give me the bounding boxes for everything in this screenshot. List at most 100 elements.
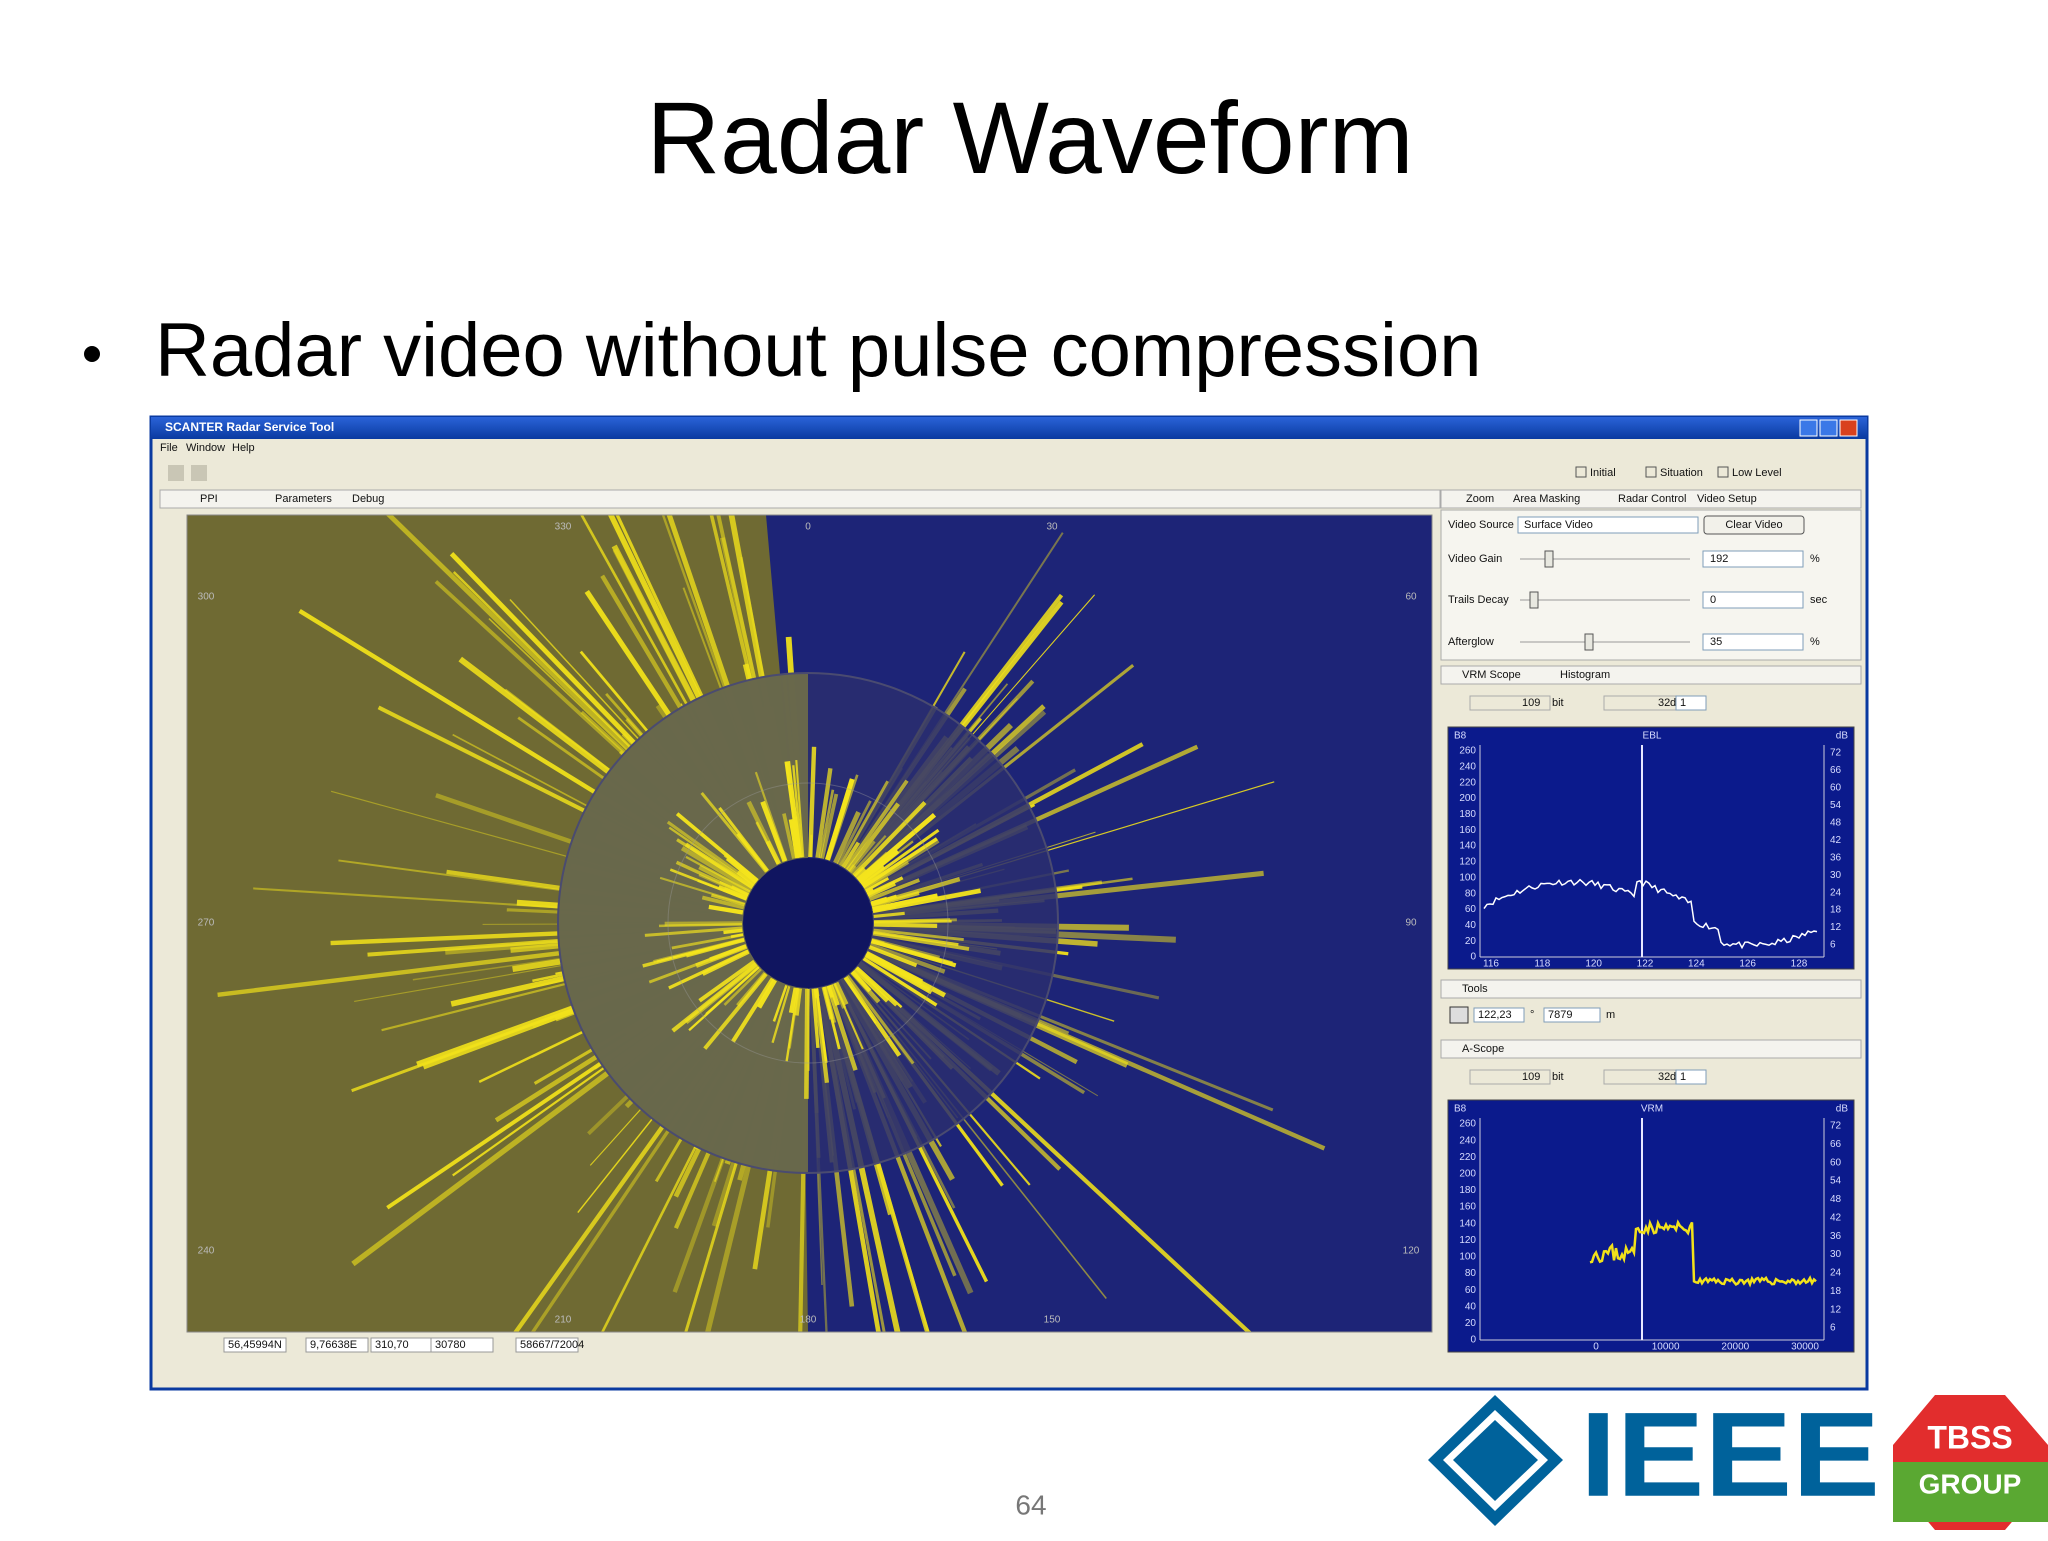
view-tab[interactable]: Tools: [1462, 983, 1488, 995]
y-tick-label: 0: [1470, 1335, 1476, 1346]
title-bar: [151, 417, 1867, 439]
plot-title: EBL: [1643, 731, 1662, 742]
view-tab[interactable]: Radar Control: [1618, 493, 1686, 505]
view-tab[interactable]: Video Setup: [1697, 493, 1757, 505]
y-tick-label: 260: [1459, 1119, 1476, 1130]
y2-tick-label: 72: [1830, 748, 1842, 759]
bearing-label: 240: [198, 1246, 215, 1257]
y2-tick-label: 66: [1830, 765, 1842, 776]
y2-tick-label: 60: [1830, 783, 1842, 794]
field-value: 35: [1710, 636, 1722, 648]
x-tick-label: 128: [1791, 959, 1808, 970]
radar-echo: [815, 989, 816, 998]
field-value: 192: [1710, 553, 1728, 565]
y-tick-label: 180: [1459, 809, 1476, 820]
x-tick-label: 122: [1637, 959, 1654, 970]
close-button[interactable]: [1840, 420, 1857, 436]
y-tick-label: 240: [1459, 761, 1476, 772]
y-tick-label: 180: [1459, 1185, 1476, 1196]
bearing-label: 120: [1403, 1246, 1420, 1257]
view-tab[interactable]: Parameters: [275, 493, 332, 505]
view-tab[interactable]: VRM Scope: [1462, 669, 1521, 681]
bearing-label: 330: [555, 522, 572, 533]
y2-tick-label: 48: [1830, 1194, 1842, 1205]
y-tick-label: 100: [1459, 872, 1476, 883]
field-value: 32: [1658, 697, 1670, 709]
toolbar-button[interactable]: [191, 465, 207, 481]
radar-echo: [874, 924, 937, 925]
ieee-logo: IEEE: [1428, 1388, 1880, 1526]
axis-unit: B8: [1454, 1104, 1467, 1115]
field-label: Afterglow: [1448, 636, 1494, 648]
field-unit: %: [1810, 553, 1820, 565]
status-value: 58667/72004: [520, 1339, 584, 1351]
tool-icon[interactable]: [1450, 1007, 1468, 1023]
y-tick-label: 160: [1459, 825, 1476, 836]
field-unit: sec: [1810, 594, 1828, 606]
bearing-label: 270: [198, 918, 215, 929]
perspective-button[interactable]: Initial: [1590, 467, 1616, 479]
y-tick-label: 160: [1459, 1202, 1476, 1213]
x-tick-label: 126: [1739, 959, 1756, 970]
axis-unit: B8: [1454, 731, 1467, 742]
menu-item[interactable]: Window: [186, 442, 225, 454]
toolbar-button[interactable]: [168, 465, 184, 481]
perspective-button[interactable]: Low Level: [1732, 467, 1782, 479]
field-value: 1: [1680, 697, 1686, 709]
y2-tick-label: 72: [1830, 1121, 1842, 1132]
y2-tick-label: 66: [1830, 1139, 1842, 1150]
perspective-button[interactable]: Situation: [1660, 467, 1703, 479]
y2-tick-label: 6: [1830, 1323, 1836, 1334]
bearing-label: 210: [555, 1315, 572, 1326]
tbss-logo: TBSS GROUP: [1893, 1395, 2048, 1530]
y-tick-label: 20: [1465, 936, 1477, 947]
y2-tick-label: 36: [1830, 1231, 1842, 1242]
bearing-label: 180: [800, 1315, 817, 1326]
slider-thumb[interactable]: [1585, 634, 1593, 650]
y-tick-label: 120: [1459, 857, 1476, 868]
status-value: 9,76638E: [310, 1339, 357, 1351]
view-tab[interactable]: Histogram: [1560, 669, 1610, 681]
y-tick-label: 40: [1465, 920, 1477, 931]
x-tick-label: 0: [1593, 1342, 1599, 1353]
view-tab[interactable]: Debug: [352, 493, 384, 505]
y-tick-label: 120: [1459, 1235, 1476, 1246]
x-tick-label: 20000: [1721, 1342, 1749, 1353]
bearing-label: 150: [1044, 1315, 1061, 1326]
slider-thumb[interactable]: [1545, 551, 1553, 567]
bullet-text: Radar video without pulse compression: [155, 308, 1481, 393]
minimize-button[interactable]: [1800, 420, 1817, 436]
maximize-button[interactable]: [1820, 420, 1837, 436]
field-unit: %: [1810, 636, 1820, 648]
x-tick-label: 30000: [1791, 1342, 1819, 1353]
radar-echo: [659, 924, 742, 926]
view-tab[interactable]: Area Masking: [1513, 493, 1580, 505]
view-tab[interactable]: Zoom: [1466, 493, 1494, 505]
button-label: Clear Video: [1725, 519, 1782, 531]
field-value: 32: [1658, 1071, 1670, 1083]
y2-tick-label: 24: [1830, 887, 1842, 898]
y2-tick-label: 60: [1830, 1157, 1842, 1168]
y2-tick-label: 18: [1830, 1286, 1842, 1297]
y-tick-label: 40: [1465, 1301, 1477, 1312]
field-value: 109: [1522, 697, 1540, 709]
status-value: 310,70: [375, 1339, 409, 1351]
view-tab[interactable]: PPI: [200, 493, 218, 505]
scope-plot: [1448, 727, 1854, 969]
axis-unit: dB: [1836, 731, 1849, 742]
y-tick-label: 140: [1459, 1218, 1476, 1229]
x-tick-label: 120: [1585, 959, 1602, 970]
menu-item[interactable]: Help: [232, 442, 255, 454]
slide-title: Radar Waveform: [646, 81, 1413, 195]
field-label: Video Source: [1448, 519, 1514, 531]
text-field[interactable]: [1703, 592, 1803, 608]
bearing-label: 0: [805, 522, 811, 533]
menu-item[interactable]: File: [160, 442, 178, 454]
field-unit: m: [1606, 1009, 1615, 1021]
slider-thumb[interactable]: [1530, 592, 1538, 608]
field-unit: °: [1530, 1009, 1534, 1021]
field-label: Video Gain: [1448, 553, 1502, 565]
view-header: [1441, 980, 1861, 998]
view-tab[interactable]: A-Scope: [1462, 1043, 1504, 1055]
field-unit: bit: [1552, 697, 1564, 709]
